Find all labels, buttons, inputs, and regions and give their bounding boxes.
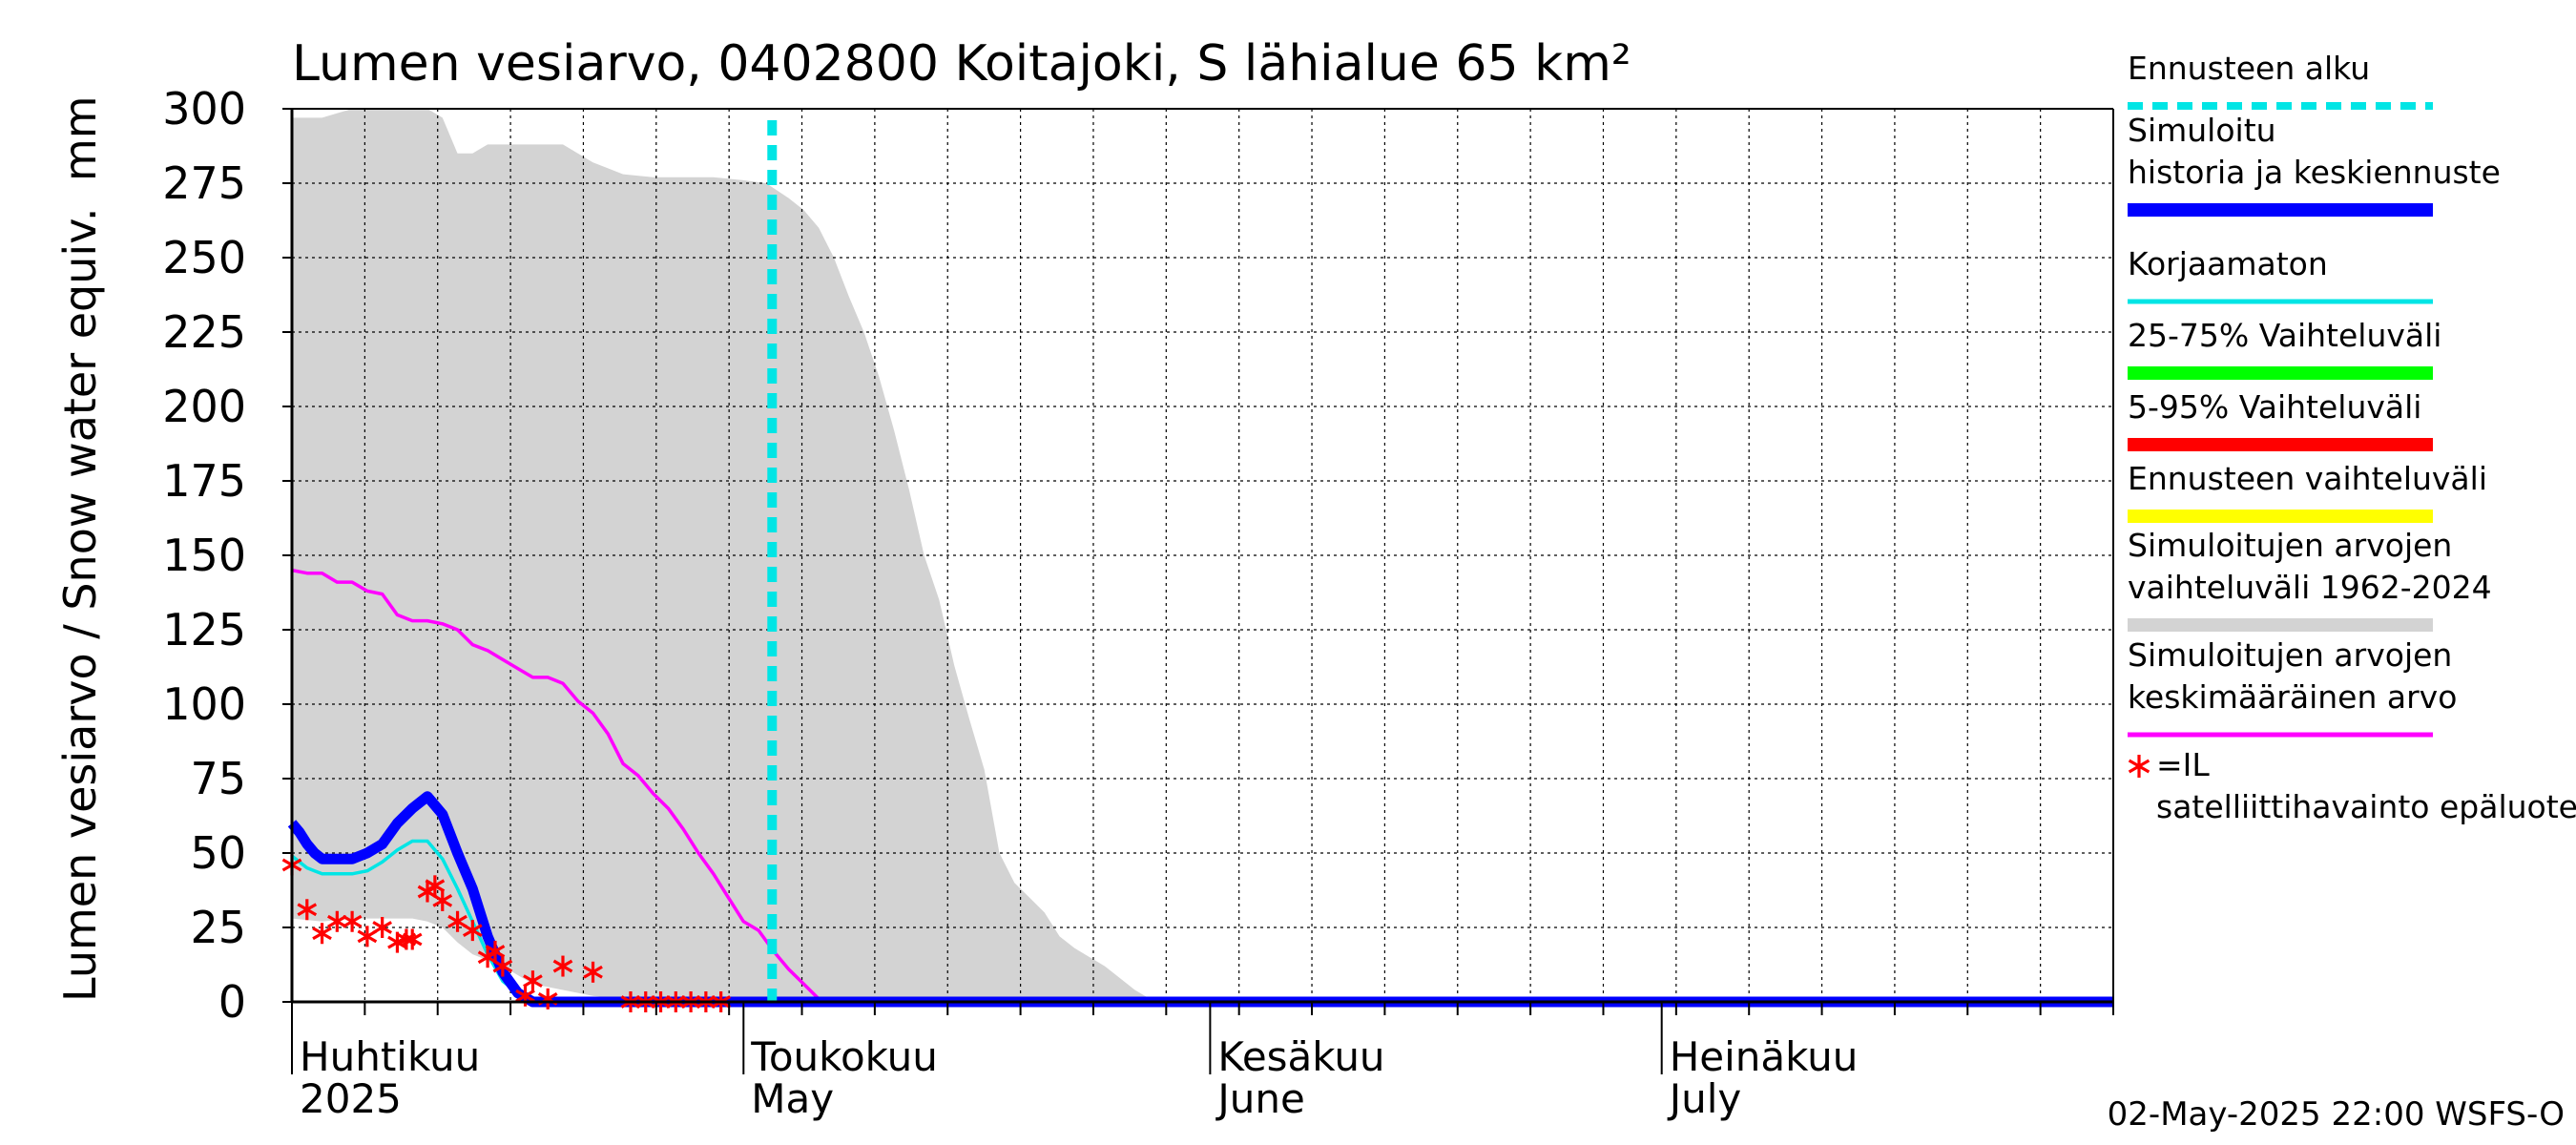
month-label-en: June [1215,1075,1304,1122]
legend-label: Simuloitujen arvojen [2128,636,2452,674]
satellite-marker [342,910,363,932]
legend-swatch-marker [2128,755,2150,778]
mean-line [291,568,2113,1004]
legend-label: Ennusteen alku [2128,50,2370,87]
satellite-marker [583,961,603,983]
chart-title: Lumen vesiarvo, 0402800 Koitajoki, S läh… [292,35,1631,93]
legend-label: 25-75% Vaihteluväli [2128,317,2441,354]
legend-label: keskimääräinen arvo [2128,678,2457,716]
satellite-marker [485,940,506,962]
legend-label: Simuloitu [2128,112,2276,149]
satellite-marker [357,926,378,947]
y-tick-label: 225 [162,306,246,358]
y-tick-label: 250 [162,232,246,283]
y-tick-label: 275 [162,157,246,209]
satellite-marker [402,928,423,950]
satellite-marker [425,875,446,897]
month-label-fi: Heinäkuu [1670,1033,1859,1080]
legend-label: Korjaamaton [2128,245,2328,282]
grid-layer [292,109,2113,1002]
satellite-marker [297,899,318,921]
y-tick-label: 200 [162,381,246,432]
y-tick-label: 125 [162,604,246,656]
legend-label: vaihteluväli 1962-2024 [2128,569,2492,606]
y-tick-label: 50 [190,827,246,879]
legend-label: historia ja keskiennuste [2128,154,2501,191]
satellite-marker [462,920,483,942]
satellite-marker [523,970,543,992]
y-tick-label: 0 [218,976,246,1028]
satellite-marker [492,955,513,977]
legend-label: =IL [2156,746,2210,783]
month-label-en: 2025 [300,1075,402,1122]
month-label-fi: Huhtikuu [300,1033,480,1080]
axis-layer: 0 25 50 75 100 125 150 175 200 225 250 275 300 Huhtik… [162,83,2114,1122]
month-label-en: July [1667,1075,1742,1122]
y-tick-label: 150 [162,530,246,581]
satellite-marker [447,910,467,932]
month-label-fi: Kesäkuu [1217,1033,1384,1080]
y-axis-unit: mm [54,95,106,181]
satellite-marker [312,923,332,945]
legend-label: 5-95% Vaihteluväli [2128,388,2421,426]
y-axis-label: Lumen vesiarvo / Snow water equiv. [54,208,106,1002]
satellite-marker [372,917,392,938]
y-tick-label: 100 [162,678,246,730]
month-label-fi: Toukokuu [750,1033,938,1080]
satellite-marker [552,955,573,977]
footer-timestamp: 02-May-2025 22:00 WSFS-O [2107,1095,2565,1134]
legend-label: Simuloitujen arvojen [2128,527,2452,564]
satellite-marker [432,889,453,911]
y-tick-label: 300 [162,83,246,135]
legend-label: Ennusteen vaihteluväli [2128,460,2487,497]
y-tick-label: 175 [162,455,246,507]
legend: Ennusteen alku Simuloitu historia ja keski… [2128,50,2576,825]
month-label-en: May [751,1075,834,1122]
satellite-marker-layer [281,854,731,1012]
legend-label: satelliittihavainto epäluotettava [2156,788,2576,825]
y-tick-label: 75 [190,753,246,804]
y-tick-label: 25 [190,902,246,953]
